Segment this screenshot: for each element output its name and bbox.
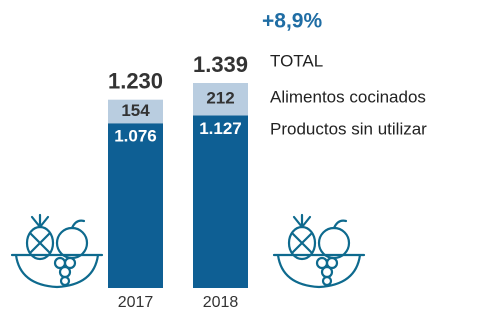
- x-tick-label: 2017: [118, 294, 154, 311]
- x-tick-label: 2018: [203, 294, 239, 311]
- total-value-label: 1.230: [108, 69, 163, 94]
- fruit-icon: [12, 215, 102, 287]
- value-label: 1.127: [199, 119, 242, 138]
- legend-label: Alimentos cocinados: [270, 87, 426, 106]
- annotation: +8,9%: [262, 10, 322, 33]
- fruit-icon: [274, 215, 364, 287]
- value-label: 212: [206, 89, 234, 108]
- total-label: TOTAL: [270, 51, 323, 70]
- chart: +8,9% TOTAL 1.076 154 1.230 2017 1.127 212 1.3…: [0, 0, 477, 314]
- total-value-label: 1.339: [193, 52, 248, 77]
- value-label: 1.076: [114, 127, 157, 146]
- bar-segment: [193, 115, 248, 288]
- legend-label: Productos sin utilizar: [270, 119, 427, 138]
- page: {"chart_data": {"type": "stacked-bar", "…: [0, 0, 477, 314]
- bar-segment: [108, 123, 163, 288]
- value-label: 154: [121, 101, 150, 120]
